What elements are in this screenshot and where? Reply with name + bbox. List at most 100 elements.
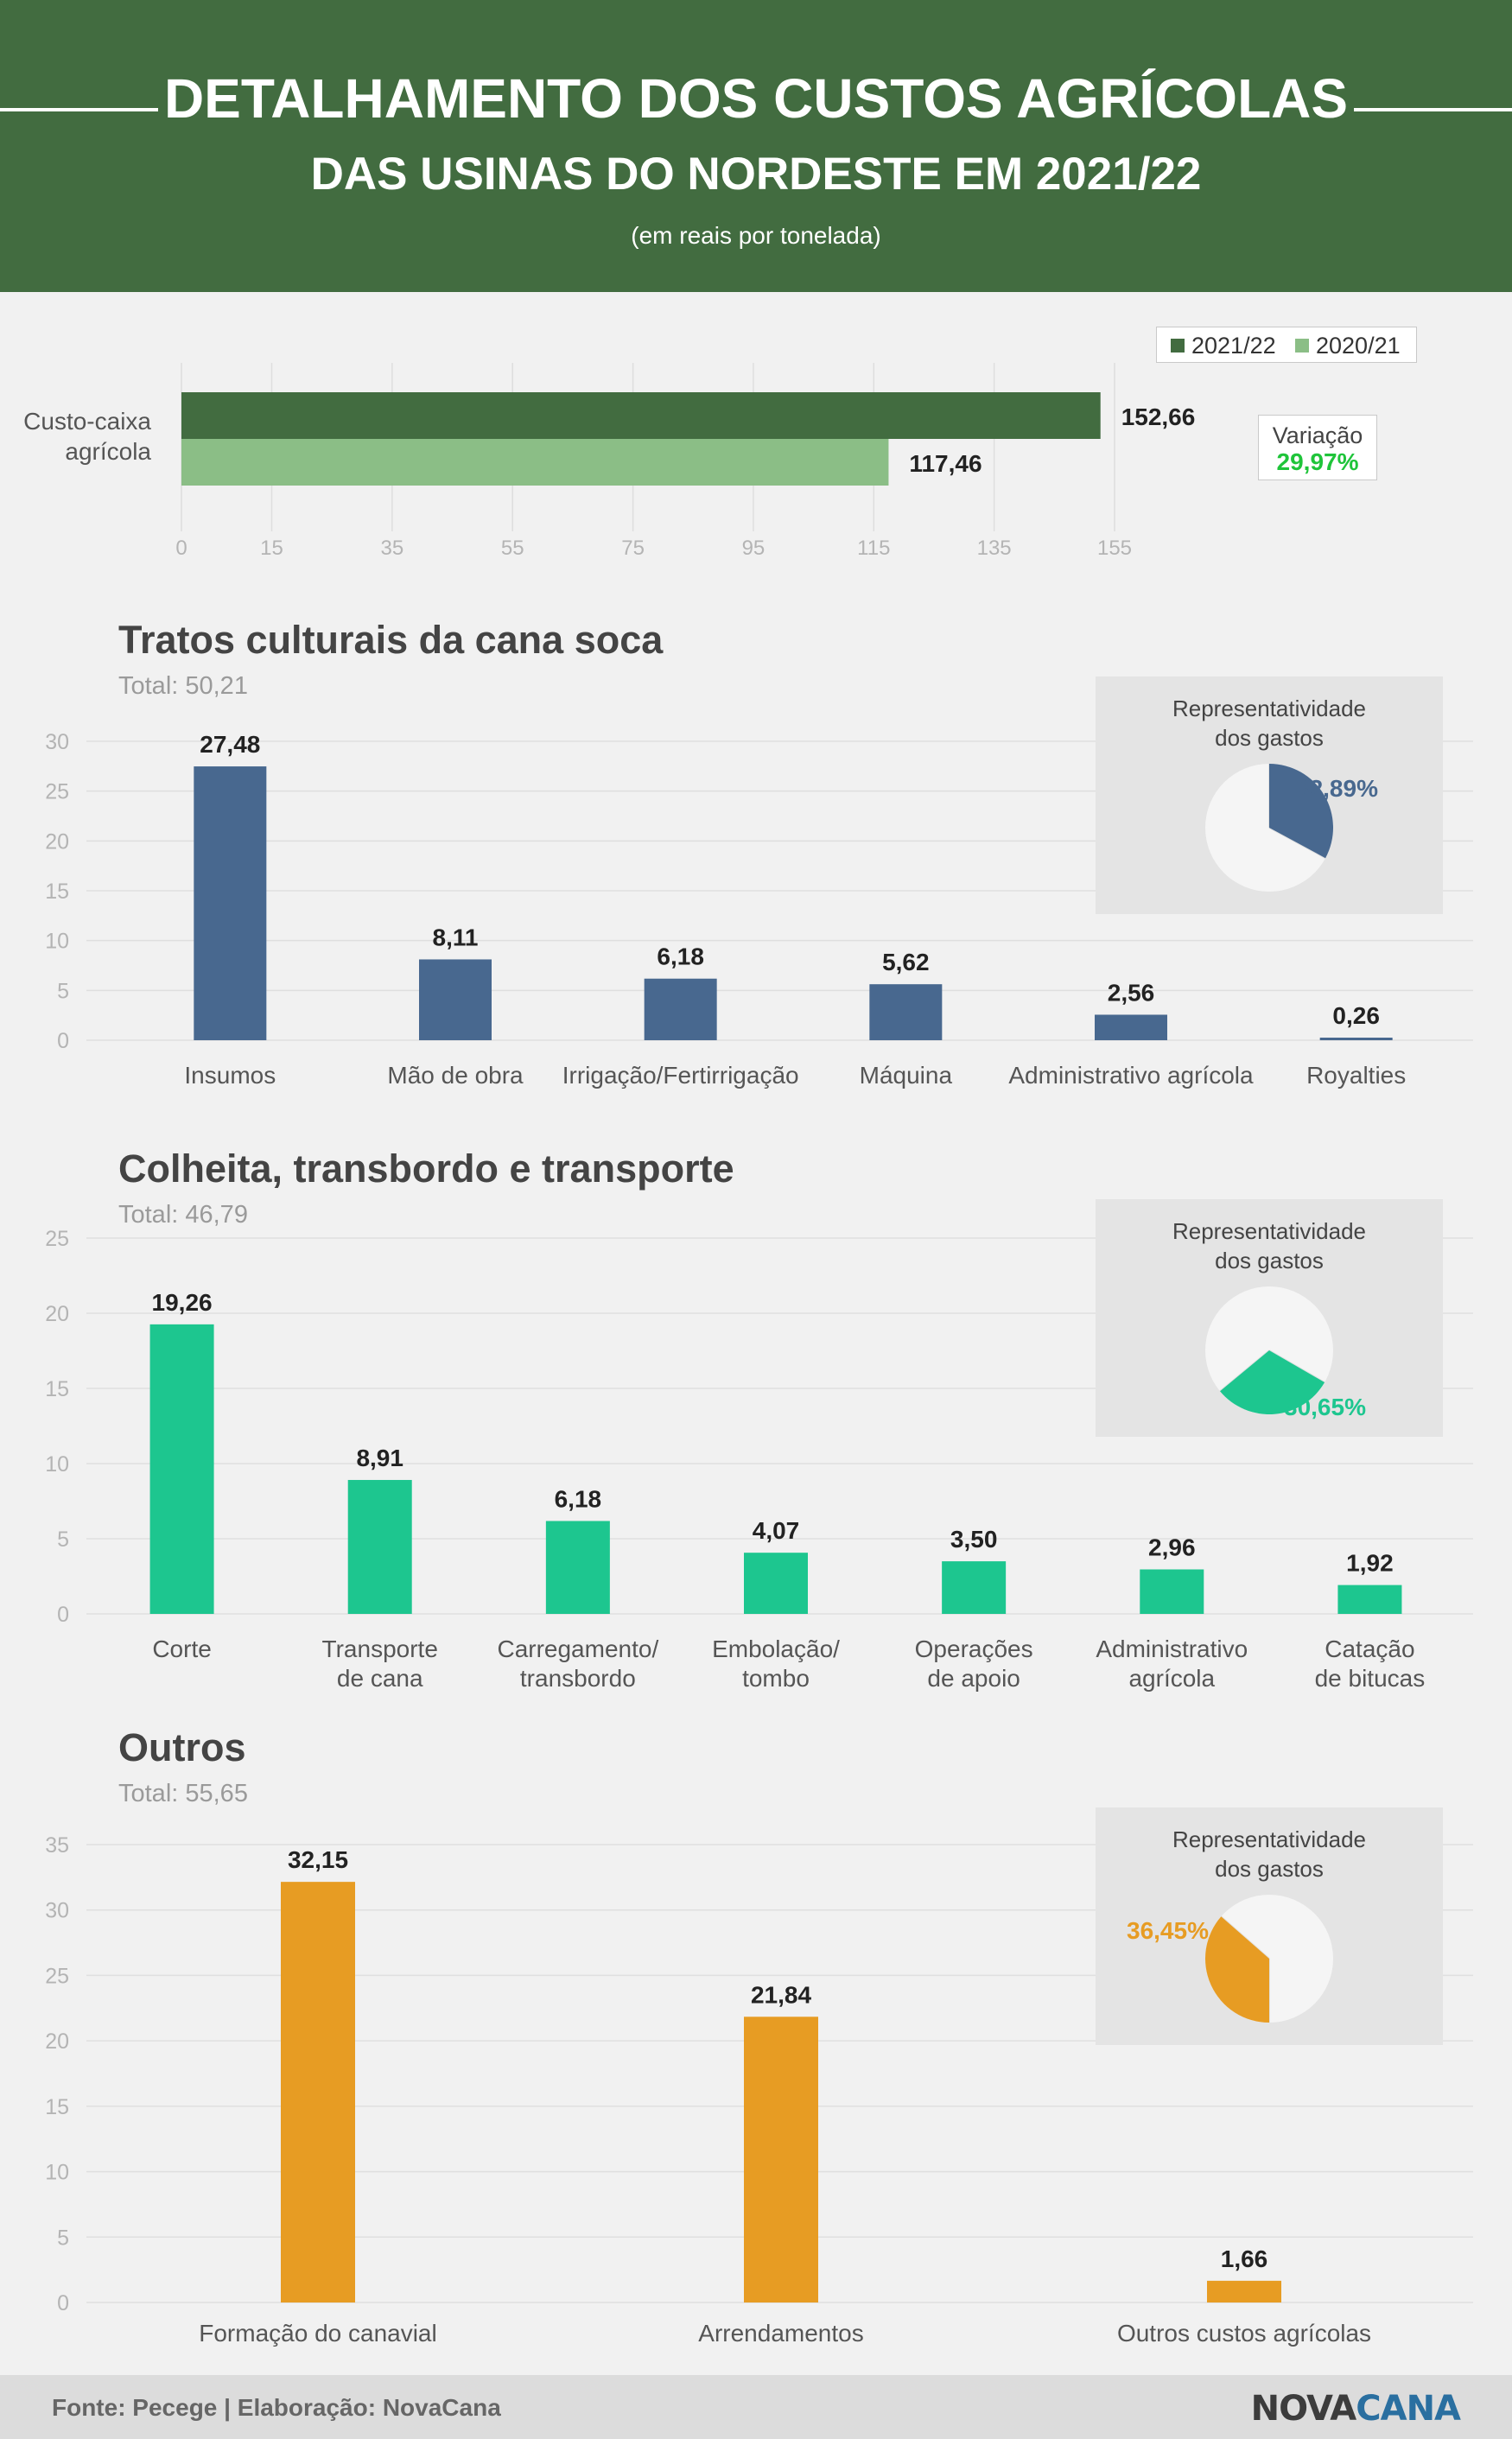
bar [545,1521,610,1614]
pie-caption-line2: dos gastos [1215,1248,1324,1273]
overview-bar-value: 152,66 [1121,403,1196,430]
x-category-label: Transporte [322,1636,438,1662]
logo-part-1: NOVA [1250,2389,1357,2429]
x-category-label: Outros custos agrícolas [1117,2320,1371,2347]
y-tick-label: 15 [45,880,69,904]
x-category-label: Arrendamentos [698,2320,863,2347]
overview-bar-2020/21 [181,439,889,486]
pie-slice [1269,764,1333,859]
bar-value-label: 27,48 [200,731,260,758]
y-tick-label: 20 [45,1302,69,1326]
x-category-label: Carregamento/ [497,1636,658,1662]
x-tick-label: 155 [1097,537,1132,560]
section-title-colheita: Colheita, transbordo e transporte [118,1146,734,1191]
y-tick-label: 5 [57,979,69,1003]
pie-share-label: 36,45% [1127,1917,1209,1944]
legend-swatch-2021 [1171,339,1185,353]
bar [419,959,492,1040]
overview-category-line2: agrícola [65,438,151,465]
logo-part-2: CANA [1356,2389,1461,2429]
x-tick-label: 15 [260,537,283,560]
pie-caption-line1: Representatividade [1172,1218,1367,1244]
pie-chart-colheita: 30,65% [1205,1286,1366,1420]
y-tick-label: 10 [45,930,69,954]
section-title-tratos: Tratos culturais da cana soca [118,618,664,662]
pie-box-tratos: Representatividade dos gastos 32,89% [1096,676,1443,914]
x-category-label: tombo [742,1665,810,1692]
footer: Fonte: Pecege | Elaboração: NovaCana NOV… [0,2375,1512,2439]
x-category-label: Mão de obra [387,1062,524,1089]
pie-slice [1205,1916,1269,2023]
pie-caption-line1: Representatividade [1172,1826,1367,1852]
legend-label-2021: 2021/22 [1191,333,1276,359]
x-category-label: Catação [1325,1636,1414,1662]
legend-label-2020: 2020/21 [1316,333,1401,359]
bar [347,1479,412,1614]
y-tick-label: 20 [45,2029,69,2054]
bar [194,766,267,1040]
pie-share-label: 32,89% [1296,775,1378,802]
bar [1095,1014,1167,1040]
page-title-line2: DAS USINAS DO NORDESTE EM 2021/22 [310,149,1202,200]
x-category-label: Insumos [184,1062,276,1089]
pie-caption-colheita: Representatividade dos gastos [1096,1216,1443,1275]
pie-box-colheita: Representatividade dos gastos 30,65% [1096,1199,1443,1437]
page-title: DETALHAMENTO DOS CUSTOS AGRÍCOLAS [163,67,1349,130]
y-tick-label: 10 [45,2161,69,2185]
bar [644,978,717,1040]
overview-bar-2021/22 [181,392,1101,439]
bar-value-label: 8,91 [356,1445,403,1471]
bar-value-label: 5,62 [882,949,930,975]
x-category-label: Irrigação/Fertirrigação [562,1062,799,1089]
bar [744,2017,818,2302]
bar [744,1553,808,1614]
bar [942,1561,1007,1614]
pie-caption-line1: Representatividade [1172,695,1367,721]
bar-value-label: 6,18 [555,1485,602,1512]
bar-value-label: 32,15 [288,1846,348,1873]
pie-caption-outros: Representatividade dos gastos [1096,1825,1443,1883]
x-category-label: Corte [152,1636,211,1662]
x-tick-label: 55 [501,537,524,560]
overview-bar-chart: 0 15 35 55 75 95 115 135 155 152,66 117,46 Custo-ca… [23,363,1196,560]
bar-value-label: 4,07 [753,1517,800,1544]
pie-caption-line2: dos gastos [1215,1856,1324,1882]
legend-swatch-2020 [1295,339,1309,353]
bar-value-label: 3,50 [950,1526,998,1553]
y-tick-label: 20 [45,829,69,854]
y-tick-label: 25 [45,780,69,804]
y-tick-label: 0 [57,1029,69,1053]
x-category-label: de apoio [927,1665,1020,1692]
bar-value-label: 21,84 [751,1981,811,2008]
variation-box: Variação 29,97% [1258,415,1377,480]
pie-share-label: 30,65% [1284,1394,1366,1420]
y-tick-label: 0 [57,1603,69,1627]
pie-divider [1268,1350,1325,1383]
x-category-label: Royalties [1306,1062,1406,1089]
bar-value-label: 0,26 [1332,1002,1380,1029]
y-tick-label: 25 [45,1964,69,1988]
page-subtitle: (em reais por tonelada) [631,222,881,249]
y-tick-label: 15 [45,1377,69,1401]
bar [869,984,943,1040]
y-tick-label: 10 [45,1452,69,1477]
bar-value-label: 2,56 [1108,979,1155,1006]
header-rule-left [0,108,158,111]
bar [1207,2280,1281,2302]
y-tick-label: 25 [45,1227,69,1251]
section-total-colheita: Total: 46,79 [118,1201,248,1229]
x-category-label: Administrativo agrícola [1008,1062,1254,1089]
pie-chart-tratos: 32,89% [1205,764,1378,892]
x-category-label: Máquina [860,1062,953,1089]
y-tick-label: 5 [57,2226,69,2250]
source-note: Fonte: Pecege | Elaboração: NovaCana [52,2394,501,2421]
pie-caption-tratos: Representatividade dos gastos [1096,694,1443,753]
colheita-bar-chart: 0 5 10 15 20 25 19,26 Corte 8,91 Transporte de can… [45,1227,1473,1692]
x-tick-label: 75 [621,537,645,560]
x-tick-label: 0 [175,537,187,560]
section-total-outros: Total: 55,65 [118,1780,248,1807]
pie-slice [1220,1350,1325,1414]
x-category-label: transbordo [520,1665,636,1692]
x-category-label: de bitucas [1315,1665,1426,1692]
bar-value-label: 8,11 [433,924,479,950]
